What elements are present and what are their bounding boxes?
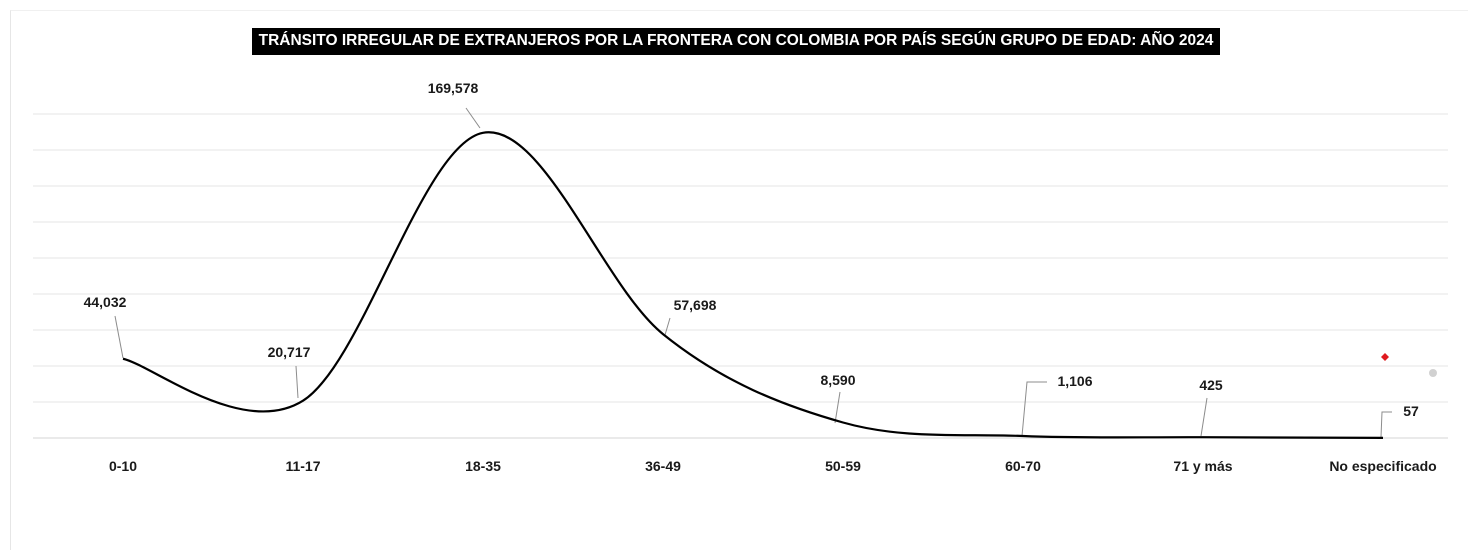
leader-line [1200, 397, 1208, 437]
x-axis-ticks: 0-10 11-17 18-35 36-49 50-59 60-70 71 y más No … [109, 458, 1437, 474]
data-label: 425 [1199, 377, 1223, 393]
decorations [1381, 353, 1437, 377]
leader-line [465, 107, 481, 129]
leader-line [1021, 381, 1047, 437]
red-marker-icon [1381, 353, 1389, 361]
series-line [122, 131, 1384, 439]
data-label: 8,590 [820, 372, 855, 388]
leader-line [1380, 411, 1392, 438]
x-tick-label: 0-10 [109, 458, 137, 474]
data-label: 1,106 [1057, 373, 1092, 389]
leader-line [114, 315, 124, 359]
leader-lines [114, 107, 1392, 438]
x-tick-label: 50-59 [825, 458, 861, 474]
leader-line [295, 365, 299, 399]
leader-line [834, 391, 841, 424]
x-tick-label: 18-35 [465, 458, 501, 474]
gray-marker-icon [1429, 369, 1437, 377]
x-tick-label: 60-70 [1005, 458, 1041, 474]
x-tick-label: 36-49 [645, 458, 681, 474]
data-label: 44,032 [84, 294, 127, 310]
x-tick-label: No especificado [1329, 458, 1436, 474]
data-label: 57,698 [674, 297, 717, 313]
data-labels: 44,032 20,717 169,578 57,698 8,590 1,106 425 57 [84, 80, 1419, 419]
data-label: 169,578 [428, 80, 479, 96]
x-tick-label: 71 y más [1173, 458, 1232, 474]
gridlines [33, 113, 1448, 439]
x-tick-label: 11-17 [285, 458, 320, 474]
chart-frame [10, 10, 1468, 550]
data-label: 20,717 [268, 344, 311, 360]
data-label: 57 [1403, 403, 1419, 419]
chart-title: TRÁNSITO IRREGULAR DE EXTRANJEROS POR LA… [251, 28, 1221, 55]
leader-line [664, 317, 671, 336]
